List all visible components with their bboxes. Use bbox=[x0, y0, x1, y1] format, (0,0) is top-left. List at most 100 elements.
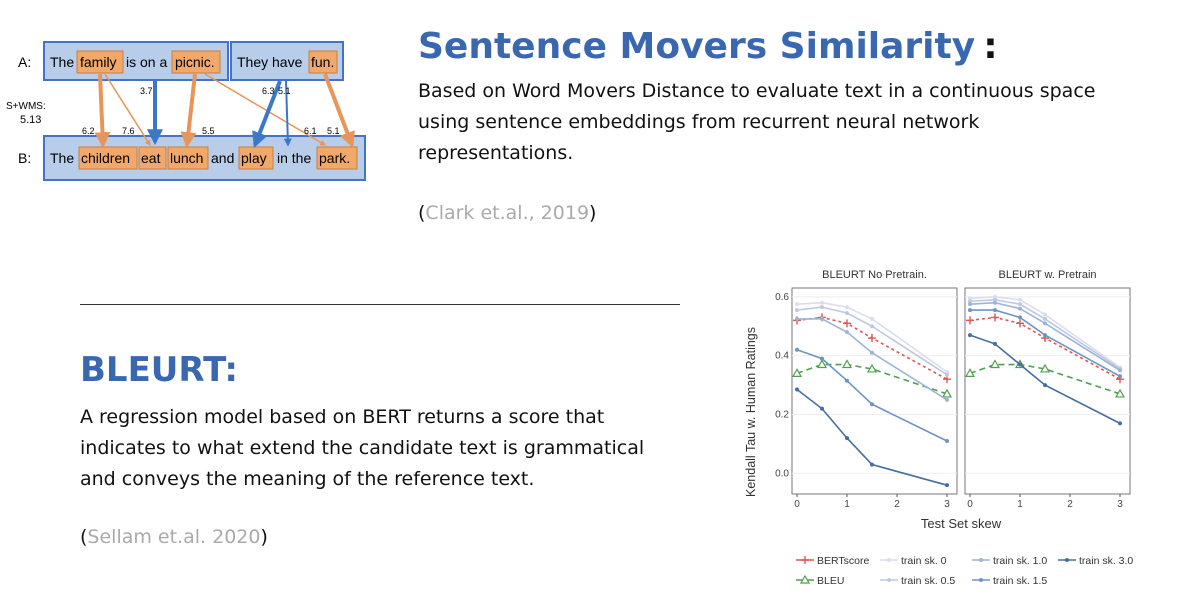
panel-frame bbox=[964, 287, 1131, 495]
data-point bbox=[1016, 319, 1024, 328]
legend-label: train sk. 3.0 bbox=[1079, 555, 1133, 567]
data-point bbox=[845, 330, 849, 335]
data-point bbox=[1039, 363, 1051, 373]
data-point bbox=[968, 308, 972, 313]
data-point bbox=[945, 397, 949, 402]
x-tick-label: 2 bbox=[894, 499, 900, 510]
data-point bbox=[993, 297, 997, 302]
sms-citation-text: Clark et.al., 2019 bbox=[425, 202, 590, 224]
arrow-family-eat bbox=[104, 73, 151, 147]
x-tick-label: 0 bbox=[967, 499, 973, 510]
data-point bbox=[870, 324, 874, 329]
panel-title: BLEURT w. Pretrain bbox=[998, 269, 1096, 281]
word-b-play: play bbox=[241, 150, 267, 166]
legend-swatch-marker bbox=[887, 558, 891, 562]
bleurt-description-line: indicates to what extend the candidate t… bbox=[80, 437, 645, 459]
weight-label: 6.3 bbox=[262, 86, 275, 96]
bleurt-citation: (Sellam et.al. 2020) bbox=[80, 526, 268, 548]
metric-label: S+WMS: bbox=[6, 101, 46, 112]
data-point bbox=[1018, 362, 1022, 367]
word-a-picnic: picnic. bbox=[175, 54, 215, 70]
sms-citation-close: ) bbox=[589, 202, 597, 224]
data-point bbox=[845, 436, 849, 441]
section-divider bbox=[80, 304, 680, 305]
word-b-eat: eat bbox=[141, 150, 161, 166]
panel-title: BLEURT No Pretrain. bbox=[822, 269, 927, 281]
sms-description-line: representations. bbox=[418, 142, 574, 164]
legend-label: BERTscore bbox=[817, 555, 869, 567]
y-tick-label: 0.2 bbox=[775, 410, 789, 421]
word-b-park: park. bbox=[319, 150, 350, 166]
sms-description-line: using sentence embeddings from recurrent… bbox=[418, 111, 980, 133]
data-point bbox=[993, 300, 997, 305]
data-point bbox=[866, 363, 878, 373]
data-point bbox=[795, 387, 799, 392]
data-point bbox=[945, 439, 949, 444]
y-tick-label: 0.0 bbox=[775, 468, 789, 479]
legend-swatch-marker bbox=[801, 556, 809, 564]
x-tick-label: 2 bbox=[1067, 499, 1073, 510]
word-b-and: and bbox=[211, 150, 234, 166]
legend-label: train sk. 1.5 bbox=[993, 575, 1047, 587]
data-point bbox=[1043, 312, 1047, 317]
data-point bbox=[968, 299, 972, 304]
x-tick-label: 3 bbox=[944, 499, 950, 510]
data-point bbox=[1118, 421, 1122, 426]
word-b-lunch: lunch bbox=[170, 150, 203, 166]
arrow-family-children bbox=[94, 73, 111, 149]
sms-title: Sentence Movers Similarity bbox=[418, 26, 976, 67]
word-b-the: The bbox=[50, 150, 74, 166]
x-tick-label: 1 bbox=[844, 499, 850, 510]
bleurt-chart: Kendall Tau w. Human Ratings Test Set sk… bbox=[744, 269, 1133, 587]
sms-title-row: Sentence Movers Similarity: bbox=[418, 26, 998, 67]
legend-swatch-marker bbox=[799, 574, 811, 584]
label-a: A: bbox=[18, 54, 31, 70]
weight-label: 5.5 bbox=[202, 126, 215, 136]
data-point bbox=[993, 308, 997, 313]
x-tick-label: 0 bbox=[794, 499, 800, 510]
y-axis-label: Kendall Tau w. Human Ratings bbox=[744, 327, 758, 497]
legend-label: train sk. 0.5 bbox=[901, 575, 955, 587]
legend-label: BLEU bbox=[817, 575, 844, 587]
legend-swatch-marker bbox=[887, 578, 891, 582]
data-point bbox=[868, 334, 876, 343]
data-point bbox=[820, 316, 824, 321]
word-box-fun bbox=[308, 50, 338, 74]
weight-label: 5.1 bbox=[327, 126, 340, 136]
word-box-eat bbox=[138, 146, 167, 170]
data-point bbox=[1018, 315, 1022, 320]
weight-label: 7.6 bbox=[122, 126, 135, 136]
bleurt-citation-open: ( bbox=[80, 526, 88, 548]
data-point bbox=[968, 302, 972, 307]
data-point bbox=[820, 305, 824, 310]
data-point bbox=[870, 462, 874, 467]
label-b: B: bbox=[18, 150, 31, 166]
sms-description-line: Based on Word Movers Distance to evaluat… bbox=[418, 80, 1096, 102]
data-point bbox=[1118, 374, 1122, 379]
legend-swatch-marker bbox=[979, 578, 983, 582]
data-point bbox=[1018, 302, 1022, 307]
x-tick-label: 1 bbox=[1017, 499, 1023, 510]
word-box-picnic bbox=[171, 50, 221, 74]
data-point bbox=[845, 305, 849, 310]
data-point bbox=[1018, 306, 1022, 311]
sms-description: Based on Word Movers Distance to evaluat… bbox=[418, 76, 1095, 169]
data-point bbox=[945, 369, 949, 374]
data-point bbox=[1043, 383, 1047, 388]
sms-title-colon: : bbox=[983, 26, 998, 67]
data-point bbox=[845, 378, 849, 383]
bleurt-description-line: and conveys the meaning of the reference… bbox=[80, 468, 535, 490]
word-a-fun: fun. bbox=[311, 54, 334, 70]
word-b-children: children bbox=[81, 150, 130, 166]
legend-swatch-marker bbox=[1065, 558, 1069, 562]
bleurt-description-line: A regression model based on BERT returns… bbox=[80, 406, 605, 428]
weight-label: 6.1 bbox=[304, 126, 317, 136]
data-point bbox=[820, 300, 824, 305]
word-b-in-the: in the bbox=[277, 150, 311, 166]
data-point bbox=[791, 368, 803, 377]
data-point bbox=[941, 388, 953, 398]
data-point bbox=[870, 350, 874, 355]
panel-frame bbox=[791, 287, 958, 495]
sms-diagram: A: B: S+WMS: 5.13 The family is on a pic… bbox=[6, 41, 366, 181]
data-point bbox=[993, 341, 997, 346]
